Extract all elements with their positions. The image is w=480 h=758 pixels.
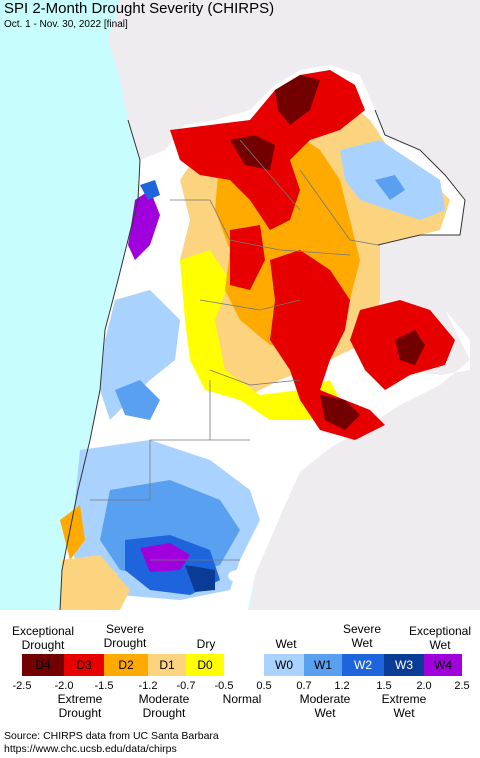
country-borders	[59, 109, 466, 610]
legend-tick: 1.5	[376, 680, 392, 692]
legend-tick: -1.5	[94, 680, 114, 692]
legend-tick: -0.5	[214, 680, 234, 692]
legend-label-wet: Wet	[275, 637, 297, 651]
zone-w3-patagonia	[185, 565, 215, 592]
zone-w1-west	[115, 380, 160, 420]
source-line-1: Source: CHIRPS data from UC Santa Barbar…	[4, 730, 219, 742]
zone-d4-north	[275, 75, 320, 125]
legend-tick: 0.5	[256, 680, 272, 692]
drought-map	[0, 0, 480, 610]
legend-swatch-d1: D1	[148, 654, 186, 676]
legend-tick: -0.7	[176, 680, 196, 692]
legend-label-exceptional-drought: Exceptional Drought	[11, 624, 75, 652]
zone-w0-west	[100, 290, 180, 420]
legend-label-moderate-drought: Moderate Drought	[138, 692, 190, 720]
legend-label-dry: Dry	[196, 637, 216, 651]
legend-tick: 2.5	[454, 680, 470, 692]
zone-w1-northeast	[375, 175, 405, 200]
zone-d4-north2	[230, 135, 275, 170]
legend-tick: 0.7	[296, 680, 312, 692]
island	[228, 570, 248, 582]
legend-swatch-d0: D0	[186, 654, 224, 676]
legend-label-extreme-wet: Extreme Wet	[381, 692, 427, 720]
source-line-2: https://www.chc.ucsb.edu/data/chirps	[4, 743, 177, 755]
map-title: SPI 2-Month Drought Severity (CHIRPS)	[4, 0, 275, 17]
legend-swatch-d3: D3	[64, 654, 104, 676]
legend-tick: -2.0	[54, 680, 74, 692]
zone-d4-south	[320, 395, 360, 430]
legend-label-severe-drought: Severe Drought	[103, 622, 147, 650]
zone-d1-south	[60, 555, 130, 610]
legend: Exceptional Drought Severe Drought Dry W…	[0, 612, 480, 758]
legend-tick: 2.0	[416, 680, 432, 692]
legend-swatch-w3: W3	[384, 654, 424, 676]
zone-d0-band	[180, 250, 340, 420]
zone-d2-south	[60, 505, 85, 560]
zone-w2-andes	[140, 180, 160, 200]
borders	[90, 139, 379, 561]
legend-label-extreme-drought: Extreme Drought	[57, 692, 103, 720]
title-block: SPI 2-Month Drought Severity (CHIRPS) Oc…	[4, 0, 274, 31]
zone-w4-patagonia	[140, 543, 190, 572]
zone-d3-west	[230, 225, 265, 290]
legend-swatch-d2: D2	[104, 654, 148, 676]
legend-swatch-w2: W2	[342, 654, 384, 676]
legend-label-moderate-wet: Moderate Wet	[299, 692, 351, 720]
legend-swatch-d4: D4	[22, 654, 64, 676]
legend-swatch-w1: W1	[304, 654, 342, 676]
legend-label-exceptional-wet: Exceptional Wet	[408, 624, 472, 652]
land-outside-region	[108, 0, 480, 610]
zone-d3-central	[270, 250, 385, 440]
legend-tick: -2.5	[12, 680, 32, 692]
zone-d4-east	[395, 330, 425, 365]
legend-label-normal: Normal	[222, 692, 262, 706]
legend-label-severe-wet: Severe Wet	[342, 622, 382, 650]
legend-swatch-w4: W4	[424, 654, 462, 676]
legend-swatch-w0: W0	[264, 654, 304, 676]
legend-swatch-normal	[224, 654, 264, 676]
map-subtitle: Oct. 1 - Nov. 30, 2022 [final]	[4, 19, 128, 30]
legend-tick: -1.2	[138, 680, 158, 692]
legend-tick: 1.2	[334, 680, 350, 692]
map-panel: SPI 2-Month Drought Severity (CHIRPS) Oc…	[0, 0, 480, 610]
